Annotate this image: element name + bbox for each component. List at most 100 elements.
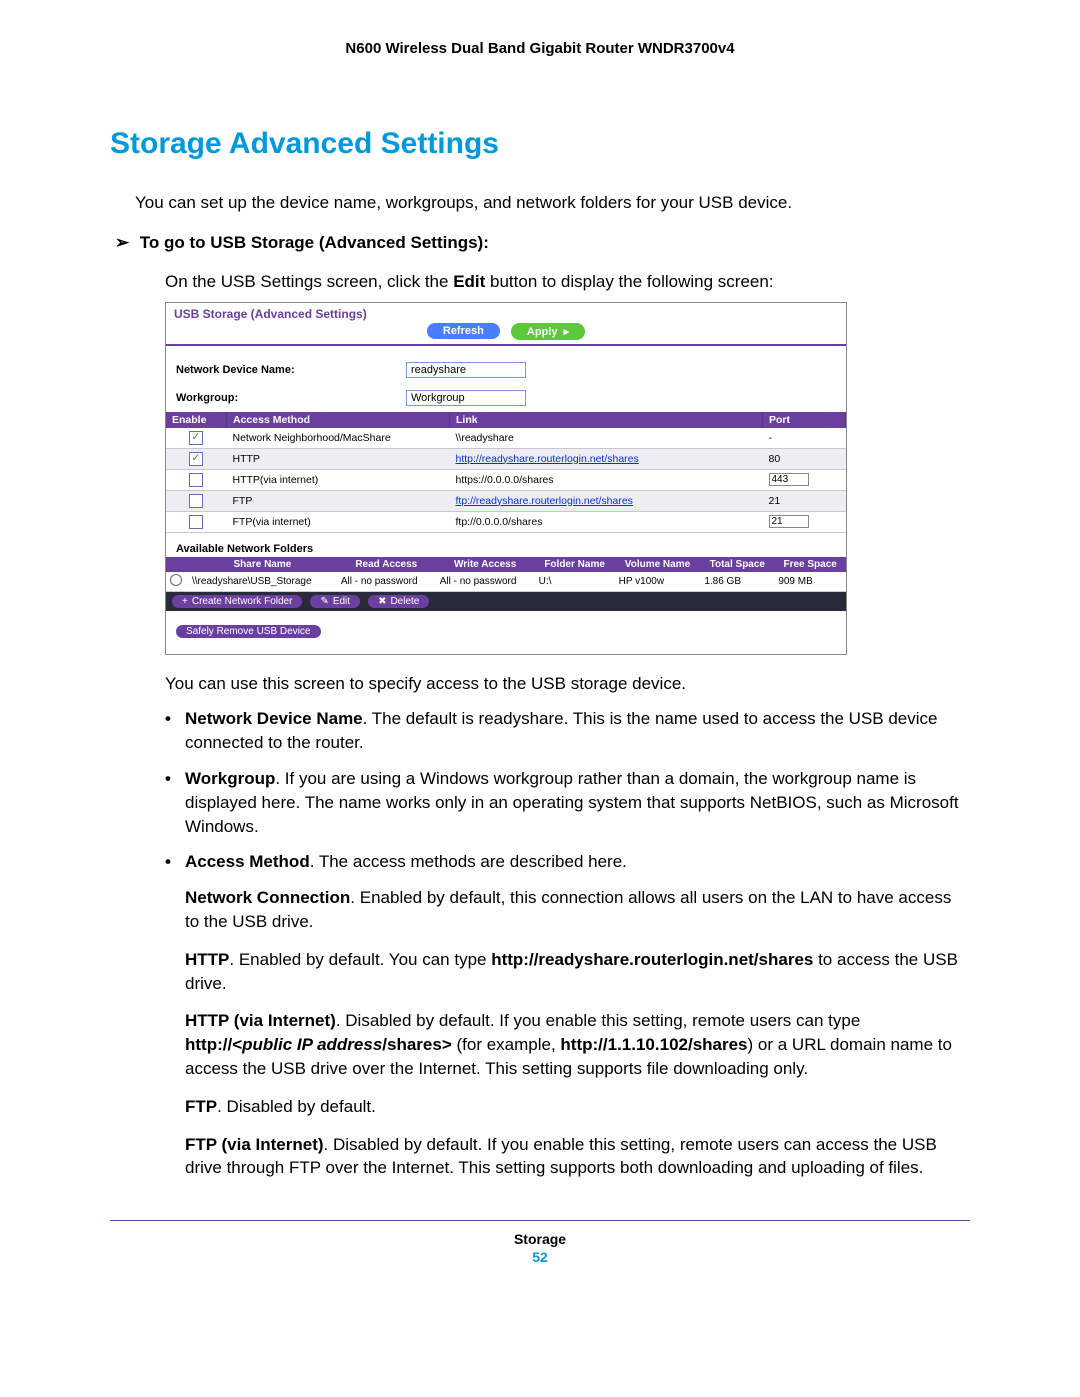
sub-ftpi: FTP (via Internet). Disabled by default.… [110, 1133, 970, 1181]
ss-top-buttons: Refresh Apply ▸ [166, 321, 846, 346]
enable-checkbox[interactable] [189, 494, 203, 508]
access-link-cell[interactable]: http://readyshare.routerlogin.net/shares [450, 448, 763, 469]
access-method-cell: HTTP(via internet) [227, 469, 450, 490]
safely-remove-button[interactable]: Safely Remove USB Device [176, 625, 321, 638]
sub-ftp-label: FTP [185, 1097, 217, 1116]
edit-folder-label: Edit [333, 596, 350, 607]
sub-http-text-a: . Enabled by default. You can type [229, 950, 491, 969]
frow-folder: U:\ [535, 572, 615, 592]
step-arrow-icon: ➢ [115, 233, 129, 253]
intro-text: You can set up the device name, workgrou… [110, 191, 970, 215]
enable-checkbox[interactable] [189, 431, 203, 445]
frow-share: \\readyshare\USB_Storage [188, 572, 337, 592]
access-port-cell [763, 511, 846, 532]
sub-httpi-bold2: /shares> [382, 1035, 451, 1054]
bullet-am: Access Method. The access methods are de… [165, 850, 970, 874]
wg-row: Workgroup: [166, 384, 846, 412]
col-port: Port [763, 412, 846, 428]
sub-httpi-bold1: http://< [185, 1035, 242, 1054]
wg-input[interactable] [406, 390, 526, 406]
x-icon: ✖ [378, 596, 386, 607]
sub-nc-label: Network Connection [185, 888, 350, 907]
col-enable: Enable [166, 412, 227, 428]
sub-httpi-italic: public IP address [242, 1035, 382, 1054]
fcol-write: Write Access [436, 557, 535, 572]
frow-read: All - no password [337, 572, 436, 592]
enable-checkbox[interactable] [189, 515, 203, 529]
port-input[interactable] [769, 473, 809, 486]
bullet-wg-text: . If you are using a Windows workgroup r… [185, 769, 959, 836]
plus-icon: + [182, 596, 188, 607]
access-method-cell: FTP(via internet) [227, 511, 450, 532]
folder-buttons-bar: + Create Network Folder ✎ Edit ✖ Delete [166, 592, 846, 611]
access-port-cell [763, 469, 846, 490]
apply-arrow-icon: ▸ [564, 326, 570, 338]
apply-button[interactable]: Apply ▸ [511, 323, 585, 340]
frow-free: 909 MB [774, 572, 846, 592]
footer-page-number: 52 [110, 1249, 970, 1265]
access-row: HTTP(via internet)https://0.0.0.0/shares [166, 469, 846, 490]
section-title: Storage Advanced Settings [110, 127, 970, 161]
sub-http: HTTP. Enabled by default. You can type h… [110, 948, 970, 996]
folder-radio[interactable] [170, 574, 182, 586]
frow-total: 1.86 GB [700, 572, 774, 592]
access-link-cell: \\readyshare [450, 428, 763, 449]
bullet-wg: Workgroup. If you are using a Windows wo… [165, 767, 970, 838]
delete-folder-label: Delete [390, 596, 419, 607]
bullet-am-label: Access Method [185, 852, 310, 871]
apply-button-label: Apply [527, 326, 558, 338]
step-heading-text: To go to USB Storage (Advanced Settings)… [140, 233, 489, 252]
access-link-cell: ftp://0.0.0.0/shares [450, 511, 763, 532]
sub-httpi-label: HTTP (via Internet) [185, 1011, 336, 1030]
create-folder-label: Create Network Folder [192, 596, 293, 607]
step-body-bold: Edit [453, 272, 485, 291]
step-body: On the USB Settings screen, click the Ed… [110, 270, 970, 294]
access-method-cell: FTP [227, 490, 450, 511]
refresh-button[interactable]: Refresh [427, 323, 500, 339]
wg-label: Workgroup: [176, 392, 406, 404]
step-body-b: button to display the following screen: [485, 272, 773, 291]
access-port-cell: - [763, 428, 846, 449]
col-method: Access Method [227, 412, 450, 428]
access-port-cell: 21 [763, 490, 846, 511]
bullet-ndn: Network Device Name. The default is read… [165, 707, 970, 755]
bullet-ndn-label: Network Device Name [185, 709, 363, 728]
pencil-icon: ✎ [320, 596, 328, 607]
page-footer: Storage 52 [110, 1220, 970, 1265]
edit-folder-button[interactable]: ✎ Edit [310, 595, 360, 608]
sub-httpi-bold3: http://1.1.10.102/shares [560, 1035, 747, 1054]
access-method-cell: Network Neighborhood/MacShare [227, 428, 450, 449]
access-row: Network Neighborhood/MacShare\\readyshar… [166, 428, 846, 449]
enable-checkbox[interactable] [189, 473, 203, 487]
folders-label: Available Network Folders [166, 533, 846, 557]
enable-checkbox[interactable] [189, 452, 203, 466]
delete-folder-button[interactable]: ✖ Delete [368, 595, 429, 608]
col-link: Link [450, 412, 763, 428]
fcol-free: Free Space [774, 557, 846, 572]
fcol-volume: Volume Name [615, 557, 701, 572]
sub-ftp-text: . Disabled by default. [217, 1097, 376, 1116]
sub-ftp: FTP. Disabled by default. [110, 1095, 970, 1119]
access-link-cell: https://0.0.0.0/shares [450, 469, 763, 490]
fcol-read: Read Access [337, 557, 436, 572]
access-row: HTTPhttp://readyshare.routerlogin.net/sh… [166, 448, 846, 469]
sub-ftpi-label: FTP (via Internet) [185, 1135, 324, 1154]
access-method-cell: HTTP [227, 448, 450, 469]
step-heading: ➢ To go to USB Storage (Advanced Setting… [110, 233, 970, 253]
access-table: Enable Access Method Link Port Network N… [166, 412, 846, 533]
sub-httpi: HTTP (via Internet). Disabled by default… [110, 1009, 970, 1080]
port-input[interactable] [769, 515, 809, 528]
access-link-cell[interactable]: ftp://readyshare.routerlogin.net/shares [450, 490, 763, 511]
ss-title: USB Storage (Advanced Settings) [166, 303, 846, 321]
create-folder-button[interactable]: + Create Network Folder [172, 595, 302, 608]
doc-header: N600 Wireless Dual Band Gigabit Router W… [110, 40, 970, 57]
sub-http-bold: http://readyshare.routerlogin.net/shares [491, 950, 813, 969]
frow-volume: HP v100w [615, 572, 701, 592]
sub-nc: Network Connection. Enabled by default, … [110, 886, 970, 934]
ndn-input[interactable] [406, 362, 526, 378]
access-row: FTPftp://readyshare.routerlogin.net/shar… [166, 490, 846, 511]
folders-table: Share Name Read Access Write Access Fold… [166, 557, 846, 592]
frow-write: All - no password [436, 572, 535, 592]
bullet-list: Network Device Name. The default is read… [110, 707, 970, 874]
folder-row[interactable]: \\readyshare\USB_Storage All - no passwo… [166, 572, 846, 592]
